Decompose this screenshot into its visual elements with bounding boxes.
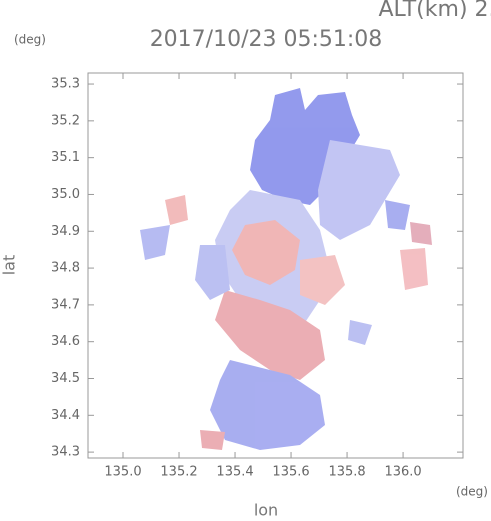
x-axis-label: lon xyxy=(254,501,278,520)
x-tick-label: 135.2 xyxy=(160,465,197,480)
y-tick-label: 34.4 xyxy=(51,408,80,423)
y-tick-label: 34.6 xyxy=(51,334,80,349)
y-unit: (deg) xyxy=(14,33,46,47)
chart-title: 2017/10/23 05:51:08 xyxy=(150,27,383,52)
radar-echo xyxy=(140,88,432,450)
x-tick-label: 136.0 xyxy=(384,465,421,480)
x-tick-label: 135.4 xyxy=(216,465,253,480)
y-tick-label: 35.2 xyxy=(51,113,80,128)
y-tick-label: 35.3 xyxy=(51,77,80,92)
y-tick-label: 34.7 xyxy=(51,297,80,312)
y-tick-label: 34.5 xyxy=(51,371,80,386)
altitude: ALT(km) 2.0 xyxy=(378,0,491,22)
x-tick-label: 135.6 xyxy=(272,465,309,480)
y-axis-label: lat xyxy=(0,255,19,276)
x-unit: (deg) xyxy=(456,485,488,499)
x-tick-label: 135.8 xyxy=(328,465,365,480)
y-tick-label: 35.1 xyxy=(51,150,80,165)
y-tick-label: 34.3 xyxy=(51,445,80,460)
x-tick-label: 135.0 xyxy=(104,465,141,480)
y-tick-label: 34.8 xyxy=(51,261,80,276)
plot-frame xyxy=(87,72,464,459)
y-tick-label: 35.0 xyxy=(51,187,80,202)
y-tick-label: 34.9 xyxy=(51,224,80,239)
